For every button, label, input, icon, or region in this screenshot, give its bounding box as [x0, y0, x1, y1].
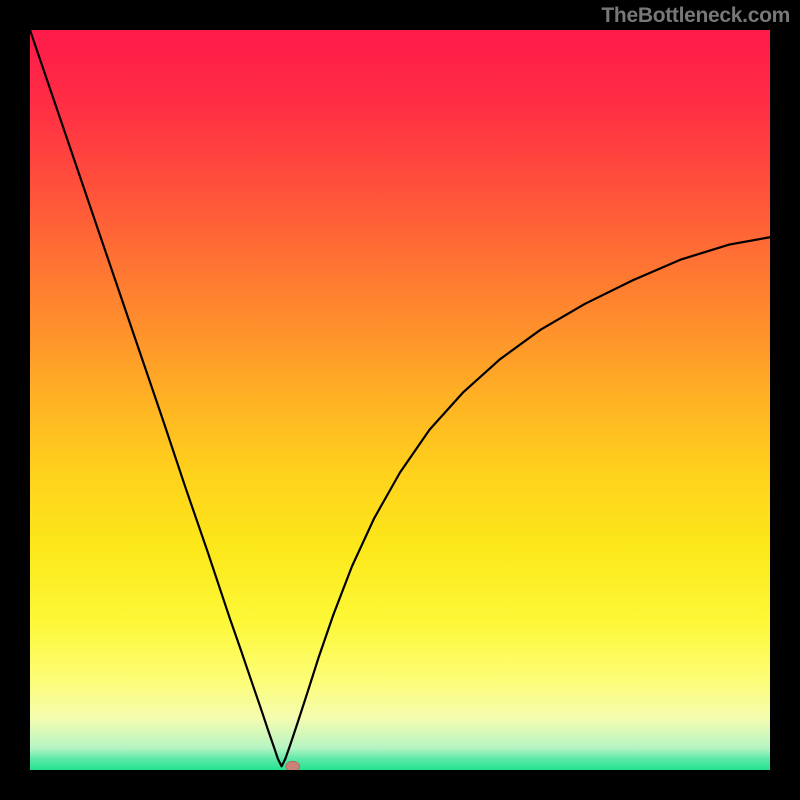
plot-area	[30, 30, 770, 770]
gradient-background	[30, 30, 770, 770]
chart-container: TheBottleneck.com	[0, 0, 800, 800]
minimum-marker	[286, 761, 300, 770]
plot-svg	[30, 30, 770, 770]
watermark-text: TheBottleneck.com	[601, 4, 790, 28]
